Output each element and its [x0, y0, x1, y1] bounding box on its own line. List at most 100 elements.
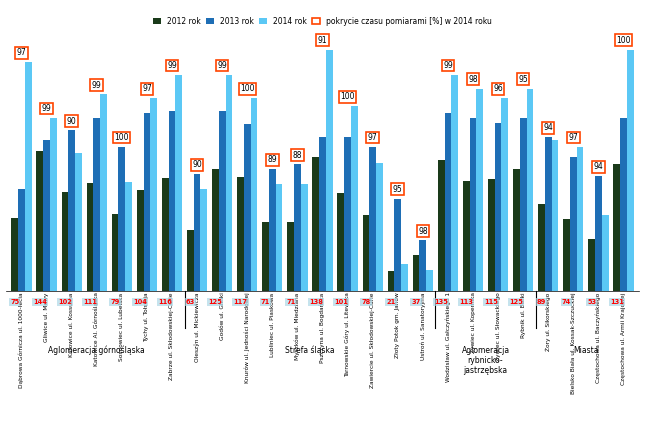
Bar [36, 151, 43, 291]
Text: 99: 99 [92, 80, 102, 89]
Text: 97: 97 [368, 133, 377, 142]
Bar [563, 219, 570, 291]
Bar [144, 113, 150, 291]
Bar [470, 118, 477, 291]
Bar [451, 75, 458, 291]
Bar [413, 255, 419, 291]
Bar [326, 50, 333, 291]
Bar [495, 123, 501, 291]
Text: Miasta: Miasta [573, 346, 599, 355]
Bar [388, 270, 394, 291]
Text: 94: 94 [593, 162, 603, 171]
Text: 74: 74 [562, 299, 571, 305]
Text: 97: 97 [568, 133, 578, 142]
Text: 71: 71 [286, 299, 295, 305]
Bar [344, 137, 351, 291]
Bar [627, 50, 633, 291]
Bar [119, 147, 125, 291]
Bar [595, 176, 602, 291]
Text: 100: 100 [240, 84, 255, 93]
Bar [551, 140, 559, 291]
Bar [262, 222, 269, 291]
Bar [438, 160, 444, 291]
Text: 94: 94 [543, 123, 553, 132]
Bar [226, 75, 232, 291]
Text: 98: 98 [468, 75, 478, 84]
Bar [125, 182, 132, 291]
Bar [212, 169, 219, 291]
Bar [394, 199, 401, 291]
Bar [477, 89, 483, 291]
Bar [513, 169, 520, 291]
Bar [275, 184, 283, 291]
Text: 89: 89 [537, 299, 546, 305]
Text: 102: 102 [58, 299, 72, 305]
Text: 117: 117 [233, 299, 248, 305]
Bar [545, 137, 551, 291]
Legend: 2012 rok, 2013 rok, 2014 rok, pokrycie czasu pomiarami [%] w 2014 roku: 2012 rok, 2013 rok, 2014 rok, pokrycie c… [151, 15, 494, 28]
Bar [25, 62, 32, 291]
Text: 97: 97 [142, 84, 152, 93]
Bar [488, 179, 495, 291]
Bar [86, 183, 94, 291]
Text: Aglomeracja górnośląska: Aglomeracja górnośląska [48, 346, 145, 355]
Text: 89: 89 [268, 155, 277, 164]
Bar [294, 164, 301, 291]
Bar [613, 163, 620, 291]
Bar [602, 215, 609, 291]
Bar [251, 98, 257, 291]
Text: 90: 90 [67, 116, 77, 125]
Bar [244, 124, 251, 291]
Bar [168, 111, 175, 291]
Bar [520, 118, 526, 291]
Bar [94, 118, 100, 291]
Text: Strefa śląska: Strefa śląska [285, 346, 335, 355]
Text: 71: 71 [261, 299, 270, 305]
Bar [137, 190, 144, 291]
Bar [538, 205, 545, 291]
Text: 101: 101 [334, 299, 348, 305]
Bar [337, 193, 344, 291]
Text: 99: 99 [42, 104, 52, 113]
Bar [351, 106, 358, 291]
Text: 144: 144 [33, 299, 46, 305]
Text: 21: 21 [386, 299, 395, 305]
Text: 88: 88 [293, 151, 302, 160]
Bar [301, 184, 308, 291]
Text: 125: 125 [510, 299, 523, 305]
Text: 125: 125 [208, 299, 223, 305]
Text: 113: 113 [459, 299, 473, 305]
Bar [620, 118, 627, 291]
Bar [175, 75, 182, 291]
Bar [68, 131, 75, 291]
Bar [501, 98, 508, 291]
Bar [419, 241, 426, 291]
Bar [43, 140, 50, 291]
Text: 96: 96 [493, 84, 503, 93]
Bar [162, 178, 168, 291]
Text: Aglomeracja
rybnicko-
jastrzębska: Aglomeracja rybnicko- jastrzębska [461, 346, 510, 375]
Text: 99: 99 [167, 61, 177, 70]
Text: 37: 37 [412, 299, 421, 305]
Bar [426, 270, 433, 291]
Text: 98: 98 [418, 226, 428, 235]
Bar [237, 177, 244, 291]
Bar [444, 113, 452, 291]
Bar [201, 189, 207, 291]
Bar [187, 230, 194, 291]
Bar [588, 239, 595, 291]
Text: 100: 100 [115, 133, 129, 142]
Text: 135: 135 [434, 299, 448, 305]
Text: 79: 79 [110, 299, 120, 305]
Bar [570, 157, 577, 291]
Bar [150, 98, 157, 291]
Text: 138: 138 [309, 299, 322, 305]
Text: 95: 95 [393, 185, 402, 194]
Text: 104: 104 [134, 299, 147, 305]
Bar [12, 218, 18, 291]
Bar [18, 189, 25, 291]
Bar [319, 137, 326, 291]
Text: 53: 53 [587, 299, 596, 305]
Text: 63: 63 [186, 299, 195, 305]
Bar [75, 153, 82, 291]
